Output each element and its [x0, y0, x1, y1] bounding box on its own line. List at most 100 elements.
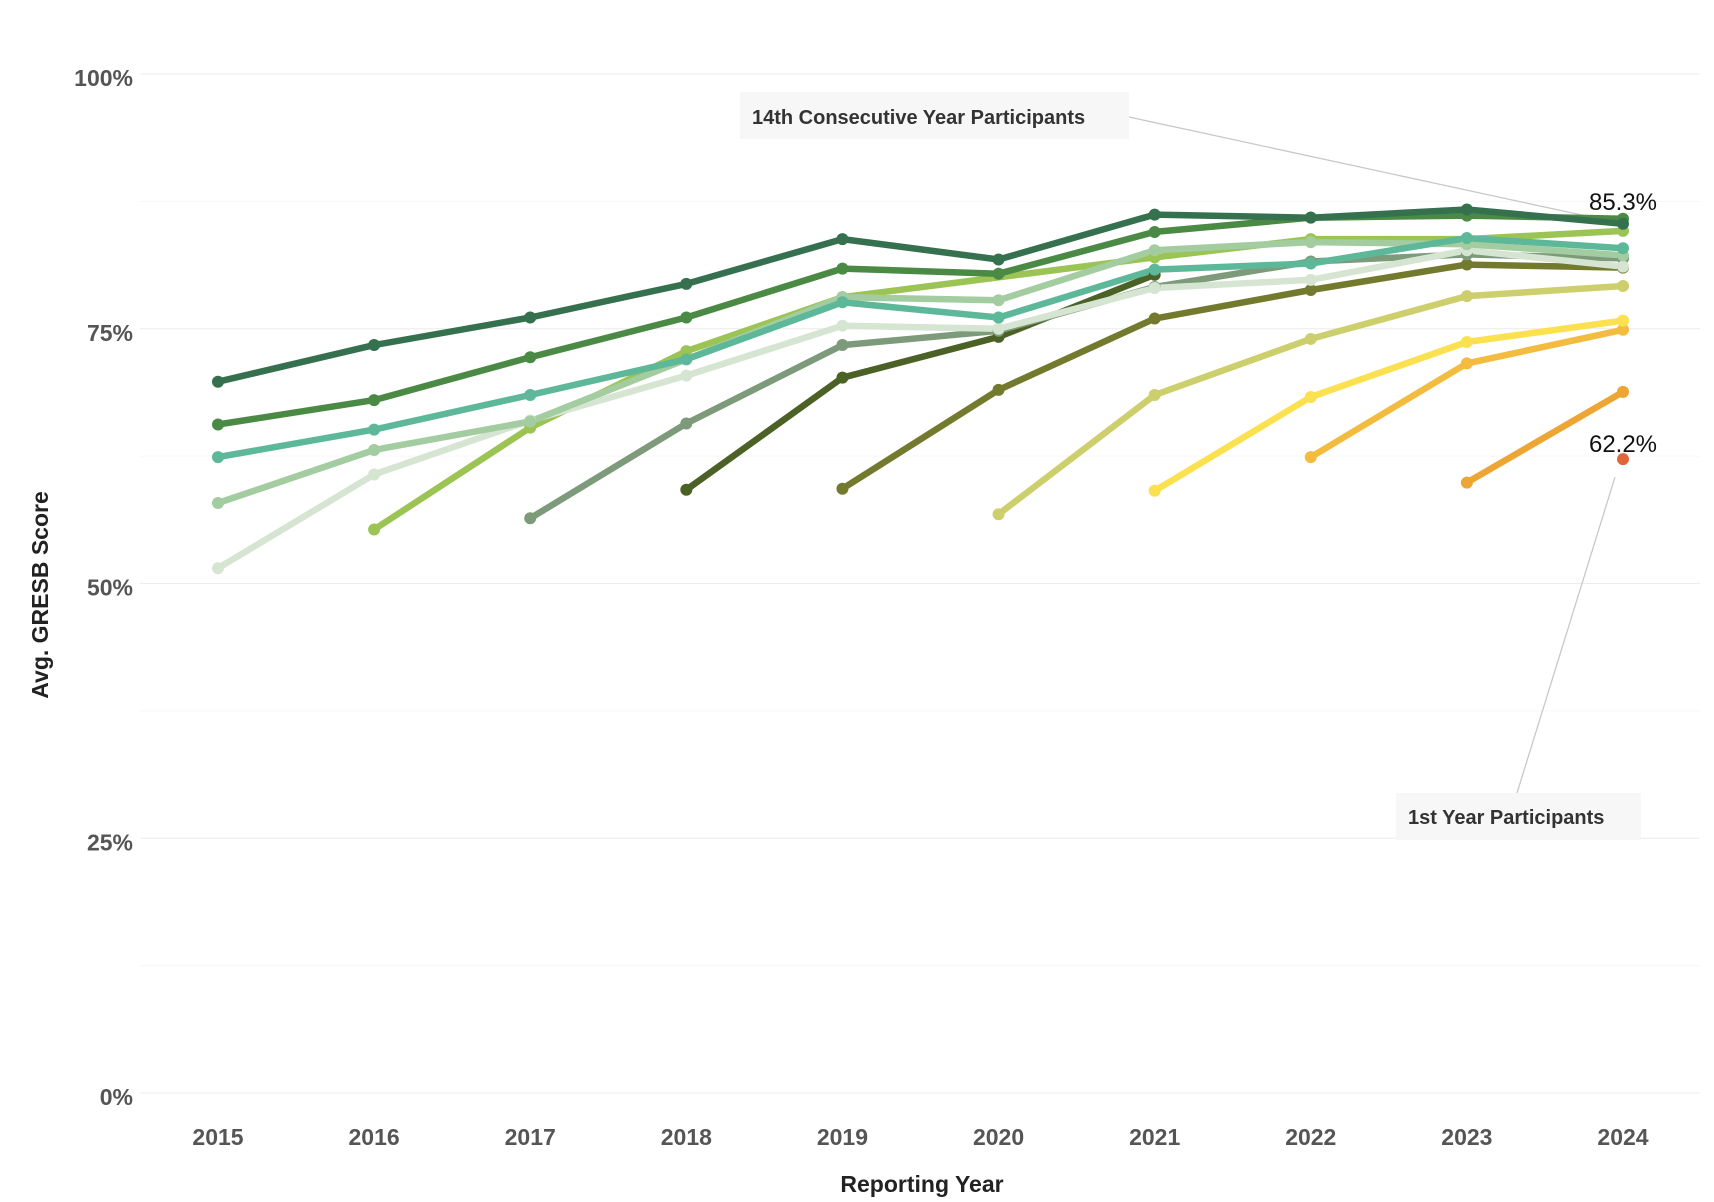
- data-point: [680, 353, 693, 366]
- data-point: [1460, 357, 1473, 370]
- data-point: [836, 233, 849, 246]
- data-point: [1148, 484, 1161, 497]
- data-point: [836, 296, 849, 309]
- end-label-top: 85.3%: [1589, 189, 1657, 216]
- x-tick-label: 2019: [817, 1124, 868, 1150]
- data-point: [992, 322, 1005, 335]
- data-point: [524, 388, 537, 401]
- data-point: [1148, 208, 1161, 221]
- data-point: [524, 351, 537, 364]
- x-tick-label: 2017: [505, 1124, 556, 1150]
- y-tick-label: 50%: [87, 575, 133, 601]
- data-point: [1148, 263, 1161, 276]
- data-point: [1460, 232, 1473, 245]
- x-tick-label: 2018: [661, 1124, 712, 1150]
- data-point: [368, 523, 381, 536]
- data-point: [680, 311, 693, 324]
- data-point: [1304, 284, 1317, 297]
- data-point: [212, 562, 224, 575]
- data-point: [368, 444, 381, 457]
- x-tick-label: 2015: [192, 1124, 243, 1150]
- data-point: [1617, 453, 1629, 466]
- data-point: [368, 423, 381, 436]
- callout-leader-lines: [1128, 116, 1616, 794]
- callout-1st-year-box: [1396, 793, 1641, 840]
- y-tick-label: 100%: [74, 65, 133, 91]
- data-point: [992, 267, 1005, 280]
- series-points: [212, 203, 1629, 575]
- data-point: [836, 482, 849, 495]
- data-point: [1148, 244, 1161, 257]
- data-point: [368, 394, 381, 407]
- y-tick-label: 75%: [87, 320, 133, 346]
- data-point: [992, 311, 1005, 324]
- x-tick-label: 2024: [1597, 1124, 1648, 1150]
- data-point: [524, 311, 537, 324]
- callout-leader-line: [1516, 476, 1616, 794]
- data-point: [1617, 217, 1629, 230]
- x-tick-label: 2021: [1129, 1124, 1180, 1150]
- data-point: [992, 253, 1005, 266]
- gridlines: [140, 73, 1700, 1094]
- series-line: [839, 261, 1627, 492]
- data-point: [1460, 203, 1473, 216]
- data-point: [1304, 211, 1317, 224]
- callout-14th-year: 14th Consecutive Year Participants: [740, 92, 1129, 139]
- data-point: [1617, 323, 1629, 336]
- callout-1st-year: 1st Year Participants: [1396, 793, 1641, 840]
- data-point: [836, 339, 849, 352]
- x-tick-label: 2020: [973, 1124, 1024, 1150]
- x-axis-label: Reporting Year: [840, 1171, 1003, 1197]
- data-point: [1304, 391, 1317, 404]
- data-point: [212, 496, 224, 509]
- data-point: [1460, 258, 1473, 271]
- series-line: [214, 206, 1627, 385]
- end-label-bottom: 62.2%: [1589, 431, 1657, 458]
- data-point: [212, 418, 224, 431]
- data-point: [1617, 260, 1629, 273]
- y-axis-ticks: 0% 25% 50% 75% 100%: [74, 65, 133, 1110]
- data-point: [836, 319, 849, 332]
- callout-1st-year-text: 1st Year Participants: [1408, 807, 1604, 829]
- data-point: [212, 375, 224, 388]
- data-point: [1304, 332, 1317, 345]
- series-line: [1307, 326, 1627, 461]
- data-point: [212, 451, 224, 464]
- data-point: [1617, 385, 1629, 398]
- data-point: [368, 339, 381, 352]
- data-point: [1304, 451, 1317, 464]
- data-point: [1148, 388, 1161, 401]
- data-point: [1460, 335, 1473, 348]
- series-lines: [214, 206, 1627, 572]
- data-point: [680, 483, 693, 496]
- data-point: [1460, 476, 1473, 489]
- series-line: [1151, 317, 1627, 495]
- series-line: [1463, 388, 1627, 486]
- data-point: [680, 277, 693, 290]
- data-point: [680, 369, 693, 382]
- data-point: [1148, 281, 1161, 294]
- data-point: [836, 371, 849, 384]
- data-point: [1617, 314, 1629, 327]
- data-point: [368, 468, 381, 481]
- data-point: [992, 294, 1005, 307]
- series-line: [214, 247, 1627, 572]
- data-point: [1304, 273, 1317, 286]
- series-line: [214, 234, 1627, 461]
- data-point: [1304, 257, 1317, 270]
- callout-leader-line: [1128, 116, 1614, 223]
- callout-14th-year-box: [740, 92, 1129, 139]
- data-point: [1460, 290, 1473, 303]
- x-tick-label: 2022: [1285, 1124, 1336, 1150]
- data-point: [1617, 279, 1629, 292]
- callout-14th-year-text: 14th Consecutive Year Participants: [752, 107, 1085, 129]
- y-tick-label: 25%: [87, 829, 133, 855]
- series-line: [214, 238, 1627, 507]
- x-axis-ticks: 2015 2016 2017 2018 2019 2020 2021 2022 2023 2024: [192, 1124, 1648, 1150]
- data-point: [836, 262, 849, 275]
- data-point: [524, 415, 537, 428]
- y-axis-label: Avg. GRESB Score: [27, 491, 53, 698]
- x-tick-label: 2016: [349, 1124, 400, 1150]
- data-point: [1148, 312, 1161, 325]
